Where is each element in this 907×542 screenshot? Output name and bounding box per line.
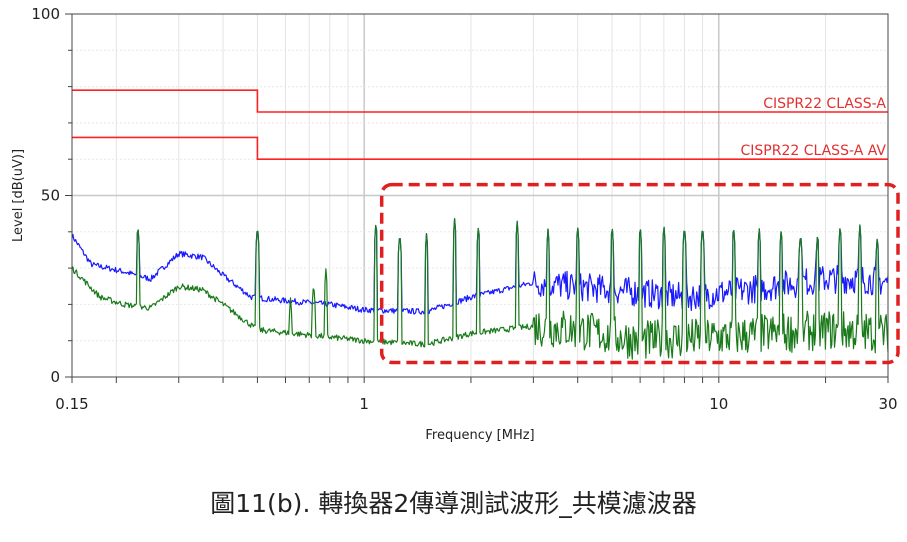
plot-frame (71, 13, 889, 378)
x-tick-labels: 0.15 1 10 30 (55, 395, 897, 413)
y-tick-labels: 0 50 100 (31, 5, 60, 386)
series-line (71, 218, 889, 360)
limit-label: CISPR22 CLASS-A AV (740, 143, 886, 159)
highlight-box (379, 182, 900, 365)
y-tick-label: 50 (41, 187, 60, 205)
data-series (71, 218, 889, 360)
x-tick-label: 10 (709, 395, 728, 413)
limit-line (72, 89, 888, 113)
limit-label: CISPR22 CLASS-A (763, 96, 886, 112)
axes (65, 13, 889, 383)
figure-caption: 圖11(b). 轉換器2傳導測試波形_共模濾波器 (210, 489, 697, 518)
x-tick-label: 1 (359, 395, 369, 413)
y-tick-label: 0 (50, 368, 60, 386)
y-axis-title: Level [dB(uV)] (11, 149, 26, 242)
y-tick-label: 100 (31, 5, 60, 23)
limit-lines: CISPR22 CLASS-A CISPR22 CLASS-A AV (72, 89, 888, 160)
x-axis-title: Frequency [MHz] (425, 428, 534, 443)
x-tick-label: 0.15 (55, 395, 88, 413)
emission-chart: CISPR22 CLASS-A CISPR22 CLASS-A AV 0.15 1 1… (11, 5, 900, 443)
x-tick-label: 30 (878, 395, 897, 413)
limit-line (72, 136, 888, 160)
